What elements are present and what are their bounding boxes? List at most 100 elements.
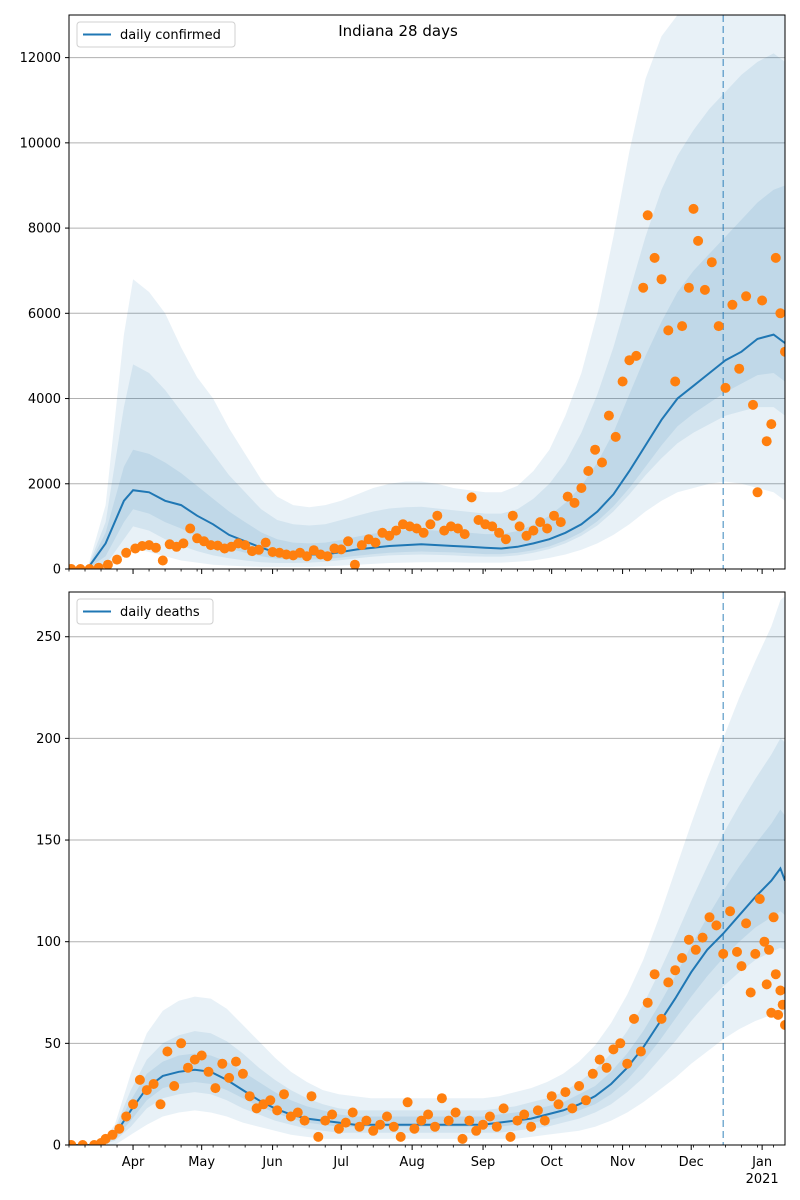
data-point xyxy=(418,527,429,538)
data-point xyxy=(697,932,708,943)
data-point xyxy=(391,525,402,536)
data-point xyxy=(349,559,360,569)
data-point xyxy=(356,540,367,551)
data-point xyxy=(464,1115,475,1126)
data-point xyxy=(443,1115,454,1126)
legend: daily deaths xyxy=(76,598,214,625)
chart-title: Indiana 28 days xyxy=(338,22,458,40)
data-point xyxy=(466,492,477,503)
data-point xyxy=(601,1062,612,1073)
data-point xyxy=(505,1131,516,1142)
y-tick-label: 6000 xyxy=(28,307,61,322)
data-point xyxy=(185,523,196,534)
data-point xyxy=(292,1107,303,1118)
data-point xyxy=(759,936,770,947)
legend-box xyxy=(76,598,214,625)
data-point xyxy=(432,510,443,521)
data-point xyxy=(121,547,132,558)
data-point xyxy=(594,1054,605,1065)
data-point xyxy=(306,1091,317,1102)
data-point xyxy=(587,1068,598,1079)
y-tick-label: 250 xyxy=(36,630,61,645)
data-point xyxy=(150,542,161,553)
x-tick-label: Apr xyxy=(122,1155,145,1170)
data-point xyxy=(761,979,772,990)
data-point xyxy=(69,564,77,569)
deaths-panel: 0 50 100 150 200 250 Apr May Jun Jul Aug Sep Oct Nov D… xyxy=(36,591,786,1187)
data-point xyxy=(631,350,642,361)
data-point xyxy=(322,551,333,562)
data-point xyxy=(457,1133,468,1144)
data-point xyxy=(244,1091,255,1102)
data-point xyxy=(535,517,546,528)
data-point xyxy=(736,961,747,972)
data-point xyxy=(539,1115,550,1126)
data-point xyxy=(670,965,681,976)
data-point xyxy=(528,525,539,536)
data-point xyxy=(354,1121,365,1132)
data-point xyxy=(253,544,264,555)
y-tick-label: 10000 xyxy=(20,136,61,151)
data-point xyxy=(642,210,653,221)
data-point xyxy=(178,538,189,549)
data-point xyxy=(368,1125,379,1136)
data-point xyxy=(93,562,104,569)
data-point xyxy=(720,382,731,393)
observed-points xyxy=(69,203,785,569)
x-year-label: 2021 xyxy=(746,1172,779,1187)
data-point xyxy=(780,1020,785,1030)
data-point xyxy=(677,321,688,332)
data-point xyxy=(416,1115,427,1126)
x-tick-label: Nov xyxy=(610,1155,636,1170)
uncertainty-band-3 xyxy=(69,185,785,569)
data-point xyxy=(384,530,395,541)
uncertainty-band-1 xyxy=(69,596,785,1145)
data-point xyxy=(183,1062,193,1073)
data-point xyxy=(532,1105,543,1116)
y-tick-label: 12000 xyxy=(20,51,61,66)
data-point xyxy=(713,321,724,332)
y-tick-label: 0 xyxy=(53,563,61,578)
y-tick-label: 100 xyxy=(36,935,61,950)
data-point xyxy=(134,1074,145,1085)
data-point xyxy=(388,1121,399,1132)
data-point xyxy=(549,510,559,521)
data-point xyxy=(107,1129,118,1140)
data-point xyxy=(260,537,271,548)
data-point xyxy=(340,1117,351,1128)
data-point xyxy=(555,517,566,528)
data-point xyxy=(224,1072,235,1083)
x-tick-label: Oct xyxy=(540,1155,562,1170)
data-point xyxy=(370,537,381,548)
data-point xyxy=(162,1046,173,1057)
x-tick-label: Sep xyxy=(471,1155,496,1170)
data-point xyxy=(299,1115,310,1126)
data-point xyxy=(336,544,347,555)
data-point xyxy=(622,1058,633,1069)
x-tick-label: Jan xyxy=(751,1155,772,1170)
data-point xyxy=(677,953,688,963)
y-tick-label: 8000 xyxy=(28,222,61,237)
data-point xyxy=(69,1140,77,1145)
data-point xyxy=(693,235,704,246)
data-point xyxy=(656,1013,667,1024)
legend-label: daily deaths xyxy=(120,605,200,620)
data-point xyxy=(507,510,518,521)
plot-area xyxy=(69,15,785,569)
data-point xyxy=(638,282,649,293)
data-point xyxy=(423,1109,434,1120)
data-point xyxy=(169,1081,180,1091)
data-point xyxy=(642,997,653,1008)
data-point xyxy=(775,985,785,996)
data-point xyxy=(741,918,752,929)
data-point xyxy=(237,1068,248,1079)
data-point xyxy=(764,944,774,955)
data-point xyxy=(436,1093,447,1104)
data-point xyxy=(265,1095,276,1106)
data-point xyxy=(157,555,168,566)
data-point xyxy=(452,523,463,534)
data-point xyxy=(741,291,752,302)
data-point xyxy=(75,564,86,569)
data-point xyxy=(512,1115,523,1126)
data-point xyxy=(546,1091,557,1102)
